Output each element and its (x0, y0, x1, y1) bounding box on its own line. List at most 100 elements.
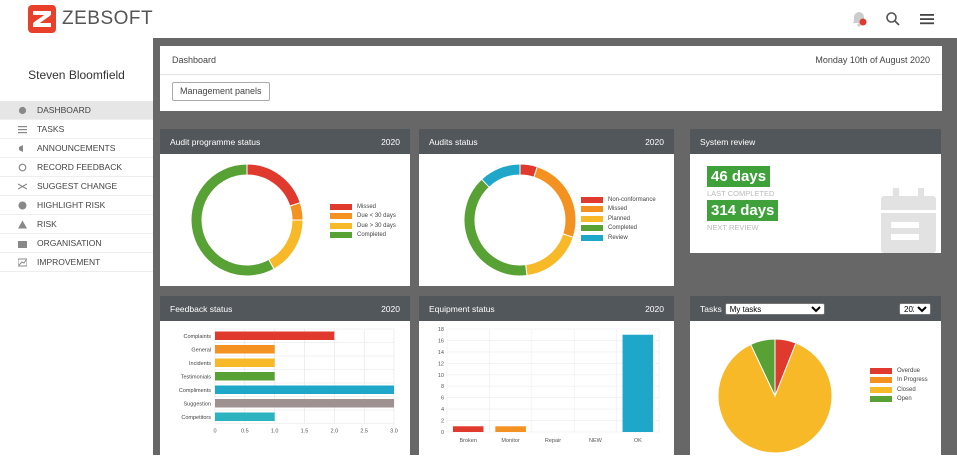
y-tick-label: 12 (438, 361, 444, 367)
last-completed-label: LAST COMPLETED (707, 189, 775, 198)
sidebar-item-label: RISK (37, 219, 57, 229)
top-bar: ZEBSOFT (0, 0, 957, 38)
sidebar-item-tasks[interactable]: TASKS (0, 120, 153, 139)
category-label: Monitor (501, 438, 520, 444)
bar-monitor (495, 426, 526, 432)
feedback-bar-chart: 0 0.5 1.0 1.5 2.0 2.5 3.0 Complaints General Inci… (179, 328, 398, 435)
sidebar-item-organisation[interactable]: ORGANISATION (0, 234, 153, 253)
megaphone-icon (19, 144, 23, 152)
legend-label: Review (608, 234, 628, 241)
sidebar-item-label: SUGGEST CHANGE (37, 181, 118, 191)
brand-logo[interactable]: ZEBSOFT (28, 5, 153, 33)
legend-item[interactable]: Planned (581, 214, 656, 224)
last-completed-days: 46 days (707, 166, 771, 187)
feedback-status-card: Feedback status 2020 0 0.5 1.0 1.5 2.0 2.5 3.0… (160, 296, 410, 455)
pie-slice-review (480, 163, 521, 188)
bar-compliments (215, 385, 394, 394)
card-year: 2020 (645, 136, 664, 147)
legend-item[interactable]: Due < 30 days (330, 212, 396, 222)
search-icon[interactable] (883, 9, 903, 29)
legend-item[interactable]: Overdue (870, 366, 928, 376)
legend-label: Non-conformance (608, 196, 656, 203)
sidebar-item-record-feedback[interactable]: RECORD FEEDBACK (0, 158, 153, 177)
legend-item[interactable]: Open (870, 395, 928, 405)
card-year: 2020 (645, 303, 664, 314)
legend-swatch (581, 234, 603, 241)
y-tick-label: 16 (438, 338, 444, 344)
card-year: 2020 (381, 136, 400, 147)
brand-name: ZEBSOFT (62, 8, 154, 29)
category-label: Testimonials (181, 374, 212, 380)
sidebar-item-highlight-risk[interactable]: HIGHLIGHT RISK (0, 196, 153, 215)
alert-circle-icon (18, 201, 27, 209)
sidebar-item-label: ORGANISATION (37, 238, 102, 248)
legend-swatch (330, 222, 352, 229)
system-review-card: System review 46 days LAST COMPLETED 314… (690, 129, 941, 253)
equipment-status-card: Equipment status 2020 0 2 4 6 8 10 12 14 16 18 Bro… (419, 296, 674, 455)
building-icon (18, 240, 27, 248)
tasks-year-select[interactable]: 2020 (899, 302, 931, 315)
y-tick-label: 8 (441, 384, 444, 390)
legend-item[interactable]: Missed (581, 205, 656, 215)
bar-incidents (215, 358, 275, 367)
main-content: Dashboard Monday 10th of August 2020 Man… (153, 38, 957, 455)
legend-label: Overdue (897, 367, 921, 374)
category-label: Broken (459, 438, 476, 444)
x-tick-label: 0 (213, 429, 216, 435)
x-tick-label: 1.0 (271, 429, 279, 435)
sidebar-item-label: IMPROVEMENT (37, 257, 101, 267)
sidebar-item-announcements[interactable]: ANNOUNCEMENTS (0, 139, 153, 158)
sidebar-item-label: ANNOUNCEMENTS (37, 143, 116, 153)
management-panels-button[interactable]: Management panels (172, 82, 270, 101)
legend-item[interactable]: Missed (330, 202, 396, 212)
category-label: General (191, 347, 211, 353)
legend-item[interactable]: Closed (870, 385, 928, 395)
x-tick-label: 2.0 (331, 429, 339, 435)
sidebar-nav: DASHBOARD TASKS ANNOUNCEMENTS RECORD FEEDBA… (0, 101, 153, 272)
legend-item[interactable]: In Progress (870, 376, 928, 386)
chart-legend: Overdue In Progress Closed Open (870, 366, 928, 404)
x-tick-label: 2.5 (360, 429, 368, 435)
x-tick-label: 1.5 (301, 429, 309, 435)
bar-suggestion (215, 399, 394, 408)
y-tick-label: 18 (438, 327, 444, 333)
legend-swatch (330, 232, 352, 239)
sidebar-item-improvement[interactable]: IMPROVEMENT (0, 253, 153, 272)
legend-item[interactable]: Non-conformance (581, 195, 656, 205)
current-date: Monday 10th of August 2020 (815, 55, 930, 65)
category-label: Compliments (179, 388, 211, 394)
legend-label: Due < 30 days (357, 213, 396, 220)
category-label: Suggestion (183, 401, 211, 407)
sidebar-item-label: TASKS (37, 124, 65, 134)
tasks-filter-select[interactable]: My tasks (724, 302, 825, 315)
card-year: 2020 (381, 303, 400, 314)
legend-swatch (581, 196, 603, 203)
category-label: Repair (545, 438, 561, 444)
legend-label: Missed (608, 206, 628, 213)
bar-broken (452, 426, 484, 432)
bar-general (215, 345, 275, 354)
tasks-card: Tasks My tasks 2020 Overdue In Progress Cl… (690, 296, 941, 455)
user-name: Steven Bloomfield (28, 68, 125, 82)
pie-slice-missed (246, 163, 301, 207)
bell-icon[interactable] (849, 9, 869, 29)
legend-item[interactable]: Review (581, 233, 656, 243)
equipment-bar-chart: 0 2 4 6 8 10 12 14 16 18 Broken Monitor Repair NEW OK (438, 327, 660, 444)
sidebar-item-suggest-change[interactable]: SUGGEST CHANGE (0, 177, 153, 196)
y-tick-label: 10 (438, 373, 444, 379)
warning-icon (18, 220, 27, 228)
page-title: Dashboard (172, 55, 217, 65)
dashboard-icon (18, 106, 27, 114)
sidebar-item-dashboard[interactable]: DASHBOARD (0, 101, 153, 120)
legend-item[interactable]: Completed (581, 224, 656, 234)
y-tick-label: 0 (441, 430, 444, 436)
legend-item[interactable]: Due > 30 days (330, 221, 396, 231)
menu-icon[interactable] (917, 9, 937, 29)
legend-label: Due > 30 days (357, 222, 396, 229)
legend-item[interactable]: Completed (330, 231, 396, 241)
sidebar-item-risk[interactable]: RISK (0, 215, 153, 234)
card-title: Audit programme status (170, 136, 261, 147)
legend-label: Open (897, 396, 912, 403)
bar-competitors (215, 412, 275, 421)
dashboard-header: Dashboard Monday 10th of August 2020 Man… (160, 46, 942, 111)
